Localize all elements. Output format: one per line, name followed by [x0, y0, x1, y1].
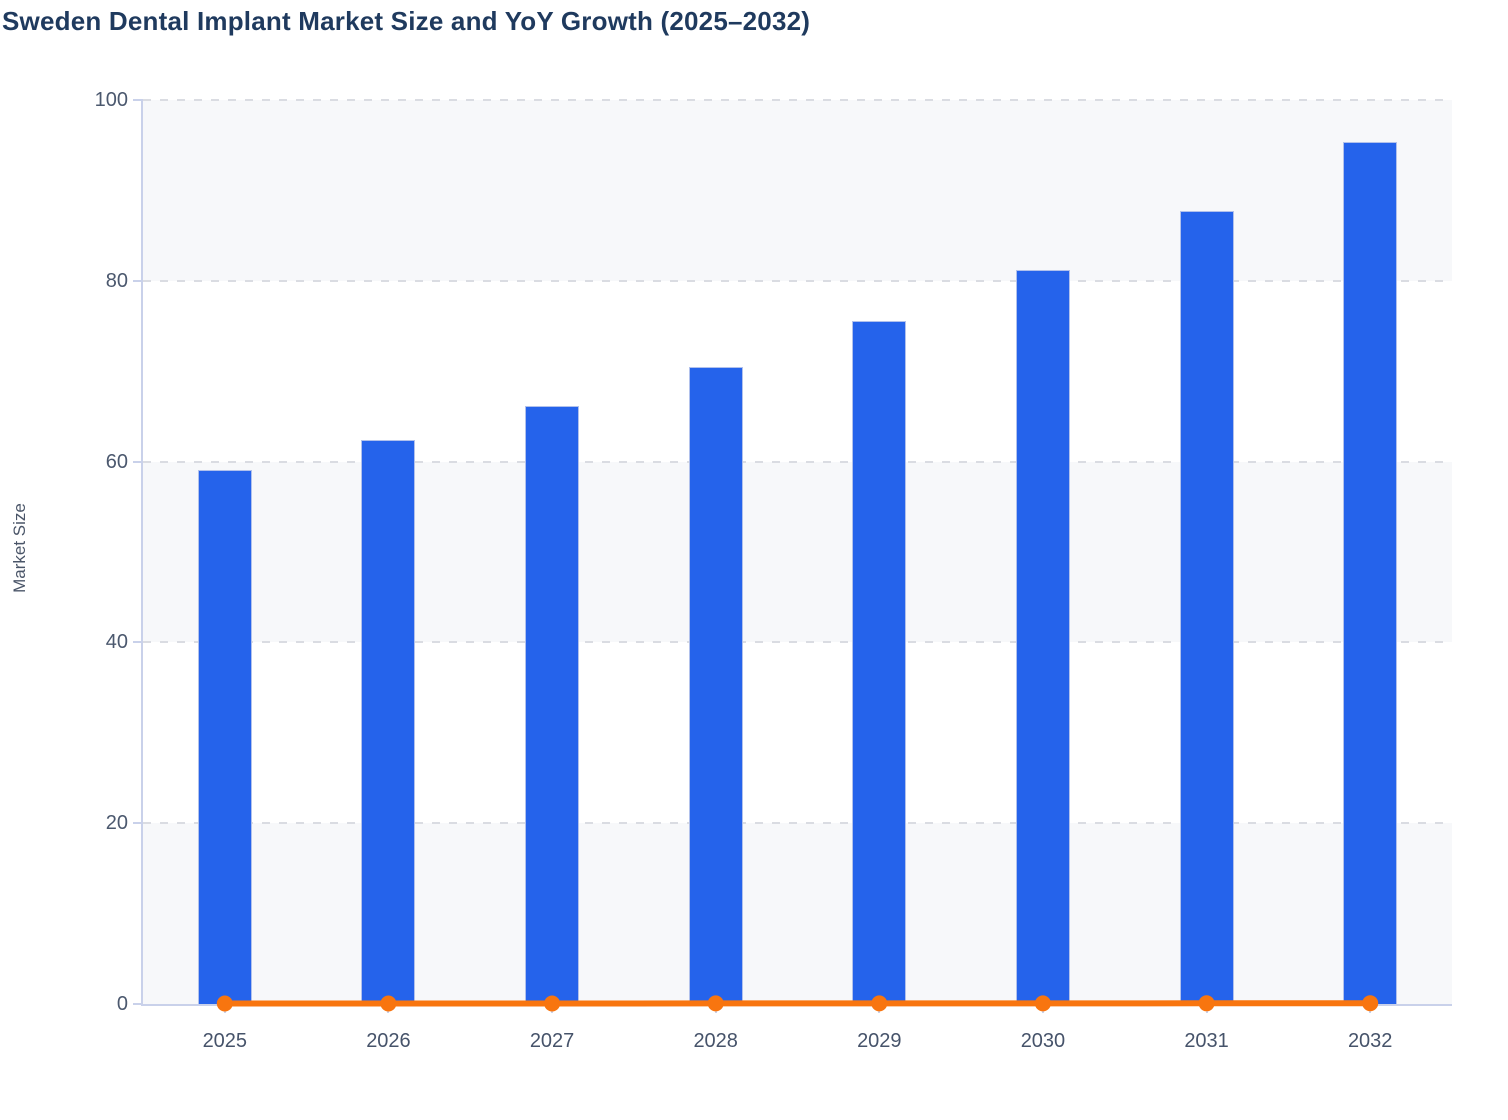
bar-2031 — [1179, 211, 1234, 1004]
x-axis-label: 2031 — [1184, 1030, 1229, 1052]
plot-band — [143, 823, 1452, 1004]
x-axis-label: 2030 — [1020, 1030, 1066, 1052]
x-axis-label: 2028 — [693, 1030, 738, 1052]
bar-2029 — [852, 320, 907, 1004]
x-axis-label: 2027 — [529, 1030, 575, 1052]
yoy-marker-2026 — [380, 995, 397, 1012]
plot-band — [143, 461, 1452, 643]
bar-2026 — [361, 439, 416, 1004]
grid-line — [143, 641, 1452, 644]
x-axis-label: 2032 — [1347, 1030, 1393, 1052]
grid-line — [143, 99, 1452, 101]
y-axis-tick — [133, 99, 143, 101]
y-axis-tick — [133, 822, 143, 825]
yoy-marker-2030 — [1034, 995, 1051, 1012]
y-axis-tick-label: 100 — [94, 89, 128, 111]
y-axis-tick — [133, 460, 143, 463]
plot-band — [143, 100, 1452, 281]
grid-line — [143, 460, 1452, 463]
y-axis-tick-label: 0 — [116, 993, 128, 1015]
yoy-marker-2025 — [216, 995, 233, 1012]
y-axis-line — [141, 100, 143, 1004]
y-axis-tick-label: 60 — [105, 450, 128, 473]
grid-line — [143, 279, 1452, 282]
bar-2027 — [525, 405, 580, 1004]
yoy-growth-line-layer — [216, 995, 1379, 1012]
y-axis-tick — [133, 641, 143, 644]
x-axis-label: 2029 — [857, 1030, 902, 1052]
y-axis-tick-label: 20 — [105, 812, 128, 835]
chart-title: Sweden Dental Implant Market Size and Yo… — [2, 6, 811, 36]
yoy-marker-2031 — [1198, 995, 1215, 1012]
yoy-marker-2029 — [871, 995, 888, 1012]
y-axis-title: Market Size — [10, 503, 29, 593]
x-axis-label: 2025 — [202, 1030, 248, 1052]
y-axis-tick — [133, 279, 143, 282]
bar-2028 — [688, 366, 743, 1004]
y-axis-tick — [133, 1003, 143, 1005]
yoy-marker-2028 — [707, 995, 724, 1012]
yoy-marker-2032 — [1362, 995, 1379, 1012]
yoy-marker-2027 — [544, 995, 561, 1012]
y-axis-tick-label: 40 — [105, 631, 128, 654]
bar-2030 — [1015, 269, 1070, 1004]
y-axis-tick-label: 80 — [105, 269, 128, 292]
bar-2032 — [1343, 141, 1398, 1004]
bar-2025 — [197, 469, 252, 1004]
plot-area: 0 20 40 60 80 100 2025 2026 2027 2028 2029 2030 2031… — [95, 89, 1452, 1052]
grid-line — [143, 822, 1452, 825]
x-axis-label: 2026 — [366, 1030, 411, 1052]
